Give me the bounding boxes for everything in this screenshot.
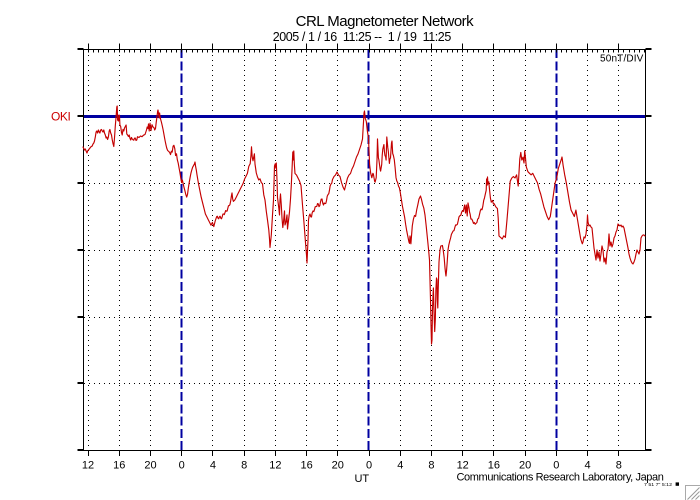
svg-text:12: 12 — [269, 459, 281, 471]
svg-text:12: 12 — [82, 459, 94, 471]
svg-text:16: 16 — [113, 459, 125, 471]
svg-text:Communications Research Labora: Communications Research Laboratory, Japa… — [457, 471, 664, 483]
svg-text:0: 0 — [179, 459, 185, 471]
svg-text:8: 8 — [241, 459, 247, 471]
svg-text:16: 16 — [488, 459, 500, 471]
svg-text:0: 0 — [553, 459, 559, 471]
svg-text:4: 4 — [210, 459, 216, 471]
svg-text:CRL Magnetometer Network: CRL Magnetometer Network — [296, 13, 475, 30]
svg-text:12: 12 — [457, 459, 469, 471]
svg-text:UT: UT — [354, 473, 369, 485]
svg-text:4: 4 — [585, 459, 591, 471]
svg-text:2005 / 1 / 16 11:25 -- 1 / 1: 2005 / 1 / 16 11:25 -- 1 / 19 11:25 — [273, 30, 452, 44]
svg-text:8: 8 — [428, 459, 434, 471]
svg-text:8: 8 — [616, 459, 622, 471]
svg-text:20: 20 — [332, 459, 344, 471]
svg-text:16: 16 — [300, 459, 312, 471]
svg-text:4: 4 — [397, 459, 403, 471]
svg-text:7 51 7" 5:12: 7 51 7" 5:12 — [644, 482, 673, 487]
svg-text:OKI: OKI — [51, 109, 70, 123]
svg-text:0: 0 — [366, 459, 372, 471]
svg-text:50nT/DIV: 50nT/DIV — [600, 54, 644, 65]
svg-text:20: 20 — [144, 459, 156, 471]
svg-text:20: 20 — [519, 459, 531, 471]
